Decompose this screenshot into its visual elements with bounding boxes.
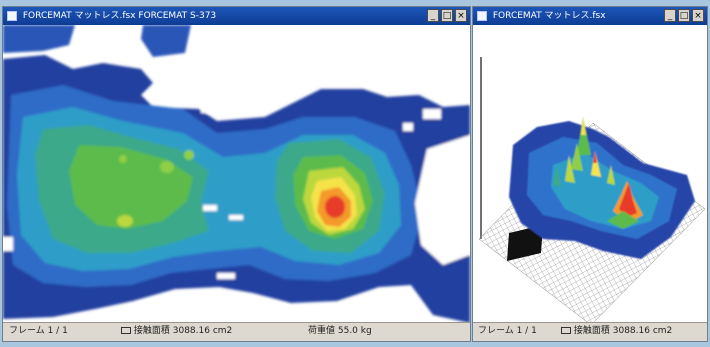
maximize-button[interactable]: □ — [678, 9, 690, 22]
maximize-button[interactable]: □ — [441, 9, 453, 22]
window-title: FORCEMAT マットレス.fsx — [492, 11, 606, 21]
surface-plot — [478, 57, 706, 323]
close-button[interactable]: × — [692, 9, 704, 22]
pressure-3d-canvas[interactable] — [473, 25, 707, 323]
app-icon — [477, 11, 487, 21]
title-bar[interactable]: FORCEMAT マットレス.fsx FORCEMAT S-373 _ □ × — [3, 7, 470, 25]
pressure-map-canvas[interactable] — [3, 25, 470, 323]
pressure-3d-window: FORCEMAT マットレス.fsx _ □ × — [472, 6, 708, 342]
area-icon — [121, 327, 131, 334]
window-title: FORCEMAT マットレス.fsx FORCEMAT S-373 — [22, 11, 217, 21]
status-bar: フレーム 1 / 1 接触面積 3088.16 cm2 荷重値 55.0 kg — [3, 322, 470, 341]
pressure-map-window: FORCEMAT マットレス.fsx FORCEMAT S-373 _ □ × — [2, 6, 471, 342]
frame-counter: フレーム 1 / 1 — [478, 326, 537, 336]
app-icon — [7, 11, 17, 21]
contact-area-readout: 接触面積 3088.16 cm2 — [561, 323, 672, 340]
total-load-readout: 荷重値 55.0 kg — [308, 326, 372, 336]
frame-counter: フレーム 1 / 1 — [9, 326, 68, 336]
close-button[interactable]: × — [455, 9, 467, 22]
area-icon — [561, 327, 571, 334]
title-bar[interactable]: FORCEMAT マットレス.fsx _ □ × — [473, 7, 707, 25]
pressure-map-image — [3, 25, 470, 323]
minimize-button[interactable]: _ — [427, 9, 439, 22]
minimize-button[interactable]: _ — [664, 9, 676, 22]
status-bar: フレーム 1 / 1 接触面積 3088.16 cm2 — [473, 322, 707, 341]
contact-area-readout: 接触面積 3088.16 cm2 — [121, 323, 232, 340]
